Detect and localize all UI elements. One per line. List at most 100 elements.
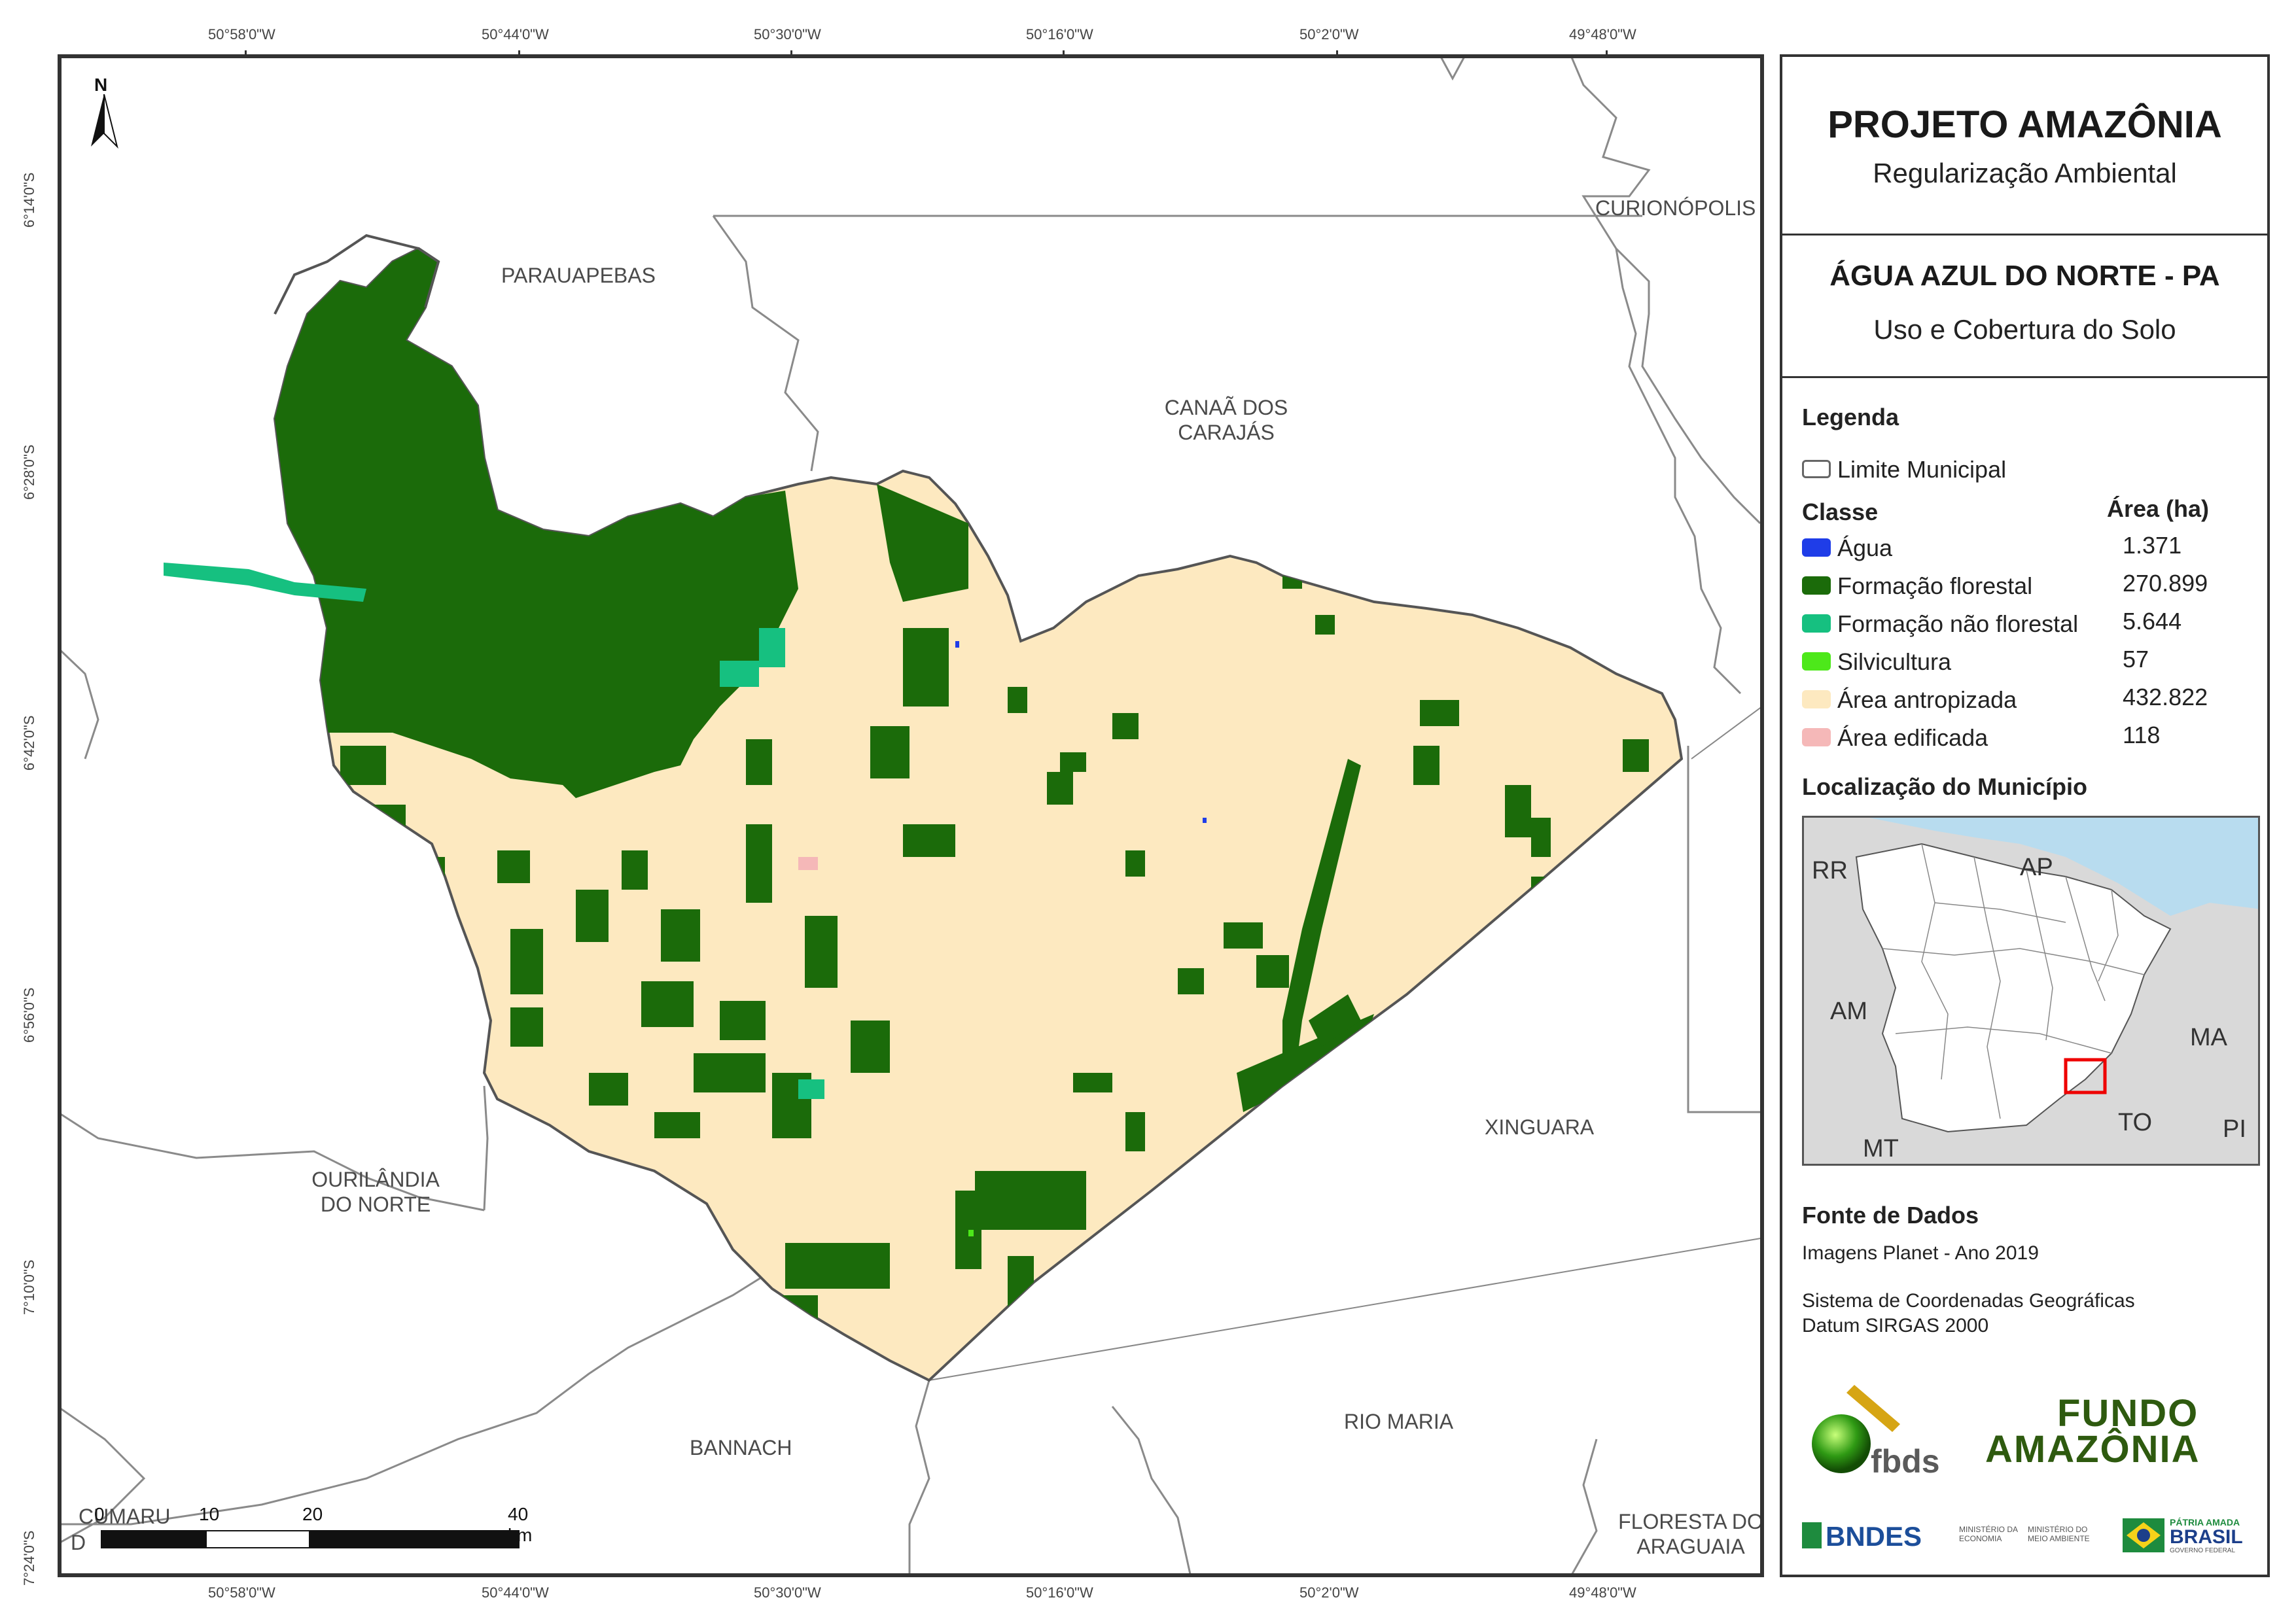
patria-text: PÁTRIA AMADA [2170, 1517, 2240, 1527]
fbds-logo-icon [1812, 1385, 1900, 1473]
source-heading: Fonte de Dados [1802, 1202, 1979, 1229]
swatch-silvicultura [1802, 652, 1831, 671]
label-cumaru-line2: D [71, 1531, 86, 1554]
coord-top-2: 50°44'0"W [482, 26, 549, 43]
sponsors-row: BNDES MINISTÉRIO DA ECONOMIA MINISTÉRIO … [1802, 1516, 2260, 1562]
min-economia: MINISTÉRIO DA ECONOMIA [1959, 1525, 2019, 1543]
state-am: AM [1830, 998, 1867, 1025]
coord-left-3: 6°42'0"S [21, 715, 37, 771]
swatch-agua [1802, 538, 1831, 557]
legend-heading: Legenda [1802, 404, 1899, 430]
area-header: Área (ha) [2107, 495, 2210, 522]
label-canaa-line1: CANAÃ DOS [1164, 396, 1288, 419]
municipality-title: ÁGUA AZUL DO NORTE - PA [1829, 260, 2220, 292]
location-heading: Localização do Município [1802, 773, 2088, 800]
governo-text: GOVERNO FEDERAL [2170, 1547, 2236, 1554]
scale-label-10: 10 [199, 1504, 220, 1524]
coord-left-6: 7°24'0"S [21, 1530, 37, 1586]
class-name-silvicultura: Silvicultura [1837, 648, 1952, 675]
coord-bottom-3: 50°30'0"W [754, 1584, 821, 1601]
swatch-floresta [1802, 576, 1831, 595]
bndes-text: BNDES [1826, 1521, 1922, 1552]
locator-map-canvas [1855, 818, 2258, 1133]
silviculture-class [968, 1230, 974, 1236]
fbds-logo: fbds [1802, 1372, 1972, 1480]
project-title: PROJETO AMAZÔNIA [1828, 103, 2222, 146]
class-area-agua: 1.371 [2123, 532, 2182, 559]
state-ma: MA [2190, 1024, 2227, 1051]
coord-left-4: 6°56'0"S [21, 987, 37, 1043]
scale-label-0: 0 [94, 1504, 105, 1524]
water-class [955, 641, 1207, 823]
swatch-edificada [1802, 728, 1831, 746]
class-name-agua: Água [1837, 534, 1893, 561]
class-area-silvicultura: 57 [2123, 646, 2149, 672]
coord-bottom-1: 50°58'0"W [208, 1584, 275, 1601]
fundo-text: FUNDO [2057, 1392, 2199, 1435]
coord-top-6: 49°48'0"W [1569, 26, 1636, 43]
class-area-antropizada: 432.822 [2123, 684, 2208, 710]
class-name-floresta: Formação florestal [1837, 572, 2033, 599]
state-mt: MT [1863, 1135, 1899, 1162]
amazonia-text: AMAZÔNIA [1985, 1428, 2200, 1471]
info-panel: PROJETO AMAZÔNIA Regularização Ambiental… [1780, 54, 2270, 1577]
state-pi: PI [2223, 1115, 2246, 1143]
class-area-nao-florestal: 5.644 [2123, 608, 2182, 635]
class-header: Classe [1802, 498, 1879, 525]
label-canaa-line2: CARAJÁS [1178, 421, 1275, 444]
fundo-amazonia-logo: FUNDO AMAZÔNIA [1985, 1391, 2260, 1471]
swatch-antropizada [1802, 690, 1831, 708]
municipal-boundaries [62, 58, 1760, 1573]
brasil-text: BRASIL [2170, 1526, 2243, 1548]
min-meio-ambiente: MINISTÉRIO DO MEIO AMBIENTE [2028, 1525, 2090, 1543]
class-name-nao-florestal: Formação não florestal [1837, 610, 2079, 637]
class-area-edificada: 118 [2123, 722, 2161, 748]
class-area-floresta: 270.899 [2123, 570, 2208, 597]
non-forest-formation [164, 563, 824, 1099]
swatch-nao-florestal [1802, 614, 1831, 633]
label-ourilandia-line1: OURILÂNDIA [311, 1168, 440, 1191]
label-ourilandia-line2: DO NORTE [320, 1193, 431, 1216]
label-bannach: BANNACH [690, 1436, 792, 1459]
brazil-flag-icon [2123, 1518, 2164, 1552]
north-arrow: N [81, 75, 133, 153]
label-cumaru: CUMARU [79, 1505, 171, 1528]
coord-left-5: 7°10'0"S [21, 1259, 37, 1315]
label-parauapebas: PARAUAPEBAS [501, 264, 656, 287]
class-name-edificada: Área edificada [1837, 724, 1988, 751]
label-floresta-line1: FLORESTA DO [1618, 1510, 1763, 1533]
state-rr: RR [1812, 857, 1848, 884]
state-ap: AP [2020, 854, 2053, 881]
label-floresta-line2: ARAGUAIA [1636, 1535, 1745, 1558]
coord-top-1: 50°58'0"W [208, 26, 275, 43]
label-xinguara: XINGUARA [1485, 1115, 1595, 1139]
fbds-text: fbds [1871, 1443, 1940, 1480]
state-to: TO [2118, 1109, 2153, 1136]
project-subtitle: Regularização Ambiental [1873, 158, 2177, 188]
coord-bottom-5: 50°2'0"W [1299, 1584, 1359, 1601]
source-crs-1: Sistema de Coordenadas Geográficas [1802, 1290, 2135, 1312]
coord-bottom-2: 50°44'0"W [482, 1584, 549, 1601]
map-frame[interactable]: N PARAUAPEBAS CURIONÓPOLIS CANAÃ DOS CAR… [58, 54, 1764, 1577]
north-arrow-icon [91, 94, 118, 149]
boundary-label: Limite Municipal [1837, 456, 2007, 483]
locator-map: RR AP AM MA TO MT PI [1802, 816, 2260, 1166]
scale-bar: 0 10 20 40 km [81, 1504, 539, 1556]
label-curionopolis: CURIONÓPOLIS [1595, 196, 1756, 220]
coord-top-5: 50°2'0"W [1299, 26, 1359, 43]
north-label: N [94, 75, 108, 95]
bndes-icon [1802, 1522, 1822, 1548]
coord-top-4: 50°16'0"W [1026, 26, 1093, 43]
map-canvas [62, 58, 1760, 1573]
theme-title: Uso e Cobertura do Solo [1873, 314, 2176, 345]
location-marker [2064, 1058, 2107, 1094]
source-crs-2: Datum SIRGAS 2000 [1802, 1315, 1989, 1336]
inset-pointer-lines [928, 707, 1760, 1381]
coord-top-3: 50°30'0"W [754, 26, 821, 43]
boundary-swatch [1802, 460, 1831, 478]
coord-bottom-4: 50°16'0"W [1026, 1584, 1093, 1601]
label-rio-maria: RIO MARIA [1344, 1410, 1454, 1433]
source-imagery: Imagens Planet - Ano 2019 [1802, 1242, 2039, 1264]
class-name-antropizada: Área antropizada [1837, 686, 2017, 713]
urban-class [798, 857, 818, 870]
